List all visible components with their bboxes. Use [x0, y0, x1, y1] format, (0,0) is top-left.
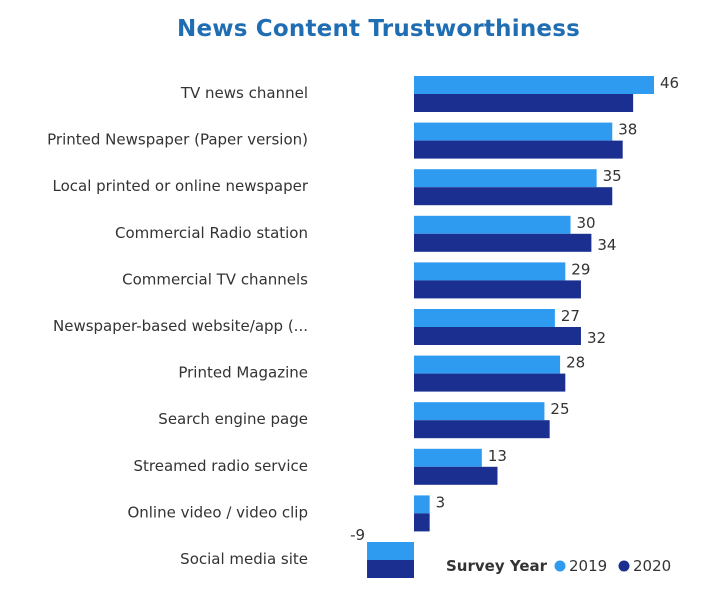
data-label: 28	[566, 354, 585, 372]
legend-title: Survey Year	[446, 557, 548, 575]
bar-2019-5[interactable]	[414, 309, 555, 327]
bar-2020-1[interactable]	[414, 140, 623, 159]
bar-2020-9[interactable]	[414, 513, 430, 532]
bar-2019-9[interactable]	[414, 495, 430, 514]
data-label: 34	[597, 236, 616, 254]
category-label: Printed Newspaper (Paper version)	[47, 131, 308, 149]
bar-2020-5[interactable]	[414, 327, 581, 345]
data-label: 30	[577, 214, 596, 232]
bar-2020-4[interactable]	[414, 280, 581, 299]
category-label: Online video / video clip	[127, 503, 308, 521]
category-label: Search engine page	[158, 410, 308, 428]
legend-marker-2020[interactable]	[618, 560, 630, 572]
data-label: 29	[571, 260, 590, 278]
category-label: Local printed or online newspaper	[53, 177, 309, 195]
data-label: 13	[488, 447, 507, 465]
data-label: 3	[436, 493, 446, 511]
data-label: 27	[561, 307, 580, 325]
bar-2020-10[interactable]	[367, 560, 414, 578]
bar-2020-2[interactable]	[414, 187, 613, 206]
category-label: Social media site	[180, 550, 308, 568]
bar-2019-3[interactable]	[414, 215, 571, 234]
bar-2020-8[interactable]	[414, 466, 498, 485]
bar-2019-2[interactable]	[414, 169, 597, 188]
bar-2019-7[interactable]	[414, 402, 545, 421]
data-label: 35	[603, 167, 622, 185]
legend-label-2019[interactable]: 2019	[569, 557, 607, 575]
bar-2020-3[interactable]	[414, 233, 592, 252]
data-label: 25	[550, 400, 569, 418]
category-label: Printed Magazine	[178, 364, 308, 382]
data-label: 32	[587, 329, 606, 347]
bar-2019-4[interactable]	[414, 262, 566, 281]
legend-label-2020[interactable]: 2020	[633, 557, 671, 575]
legend-marker-2019[interactable]	[554, 560, 566, 572]
category-label: Streamed radio service	[133, 457, 308, 475]
bar-2020-0[interactable]	[414, 94, 634, 112]
bar-2019-10[interactable]	[367, 542, 414, 560]
category-label: Newspaper-based website/app (...	[53, 317, 308, 335]
bar-2019-0[interactable]	[414, 76, 654, 94]
bar-2019-6[interactable]	[414, 355, 561, 374]
data-label: -9	[350, 526, 365, 544]
bar-2020-7[interactable]	[414, 420, 550, 439]
category-label: Commercial TV channels	[122, 270, 308, 288]
data-label: 38	[618, 121, 637, 139]
chart-title: News Content Trustworthiness	[177, 16, 580, 42]
bar-2020-6[interactable]	[414, 373, 566, 392]
bar-2019-8[interactable]	[414, 448, 482, 467]
bar-2019-1[interactable]	[414, 122, 613, 141]
data-label: 46	[660, 74, 679, 92]
category-label: Commercial Radio station	[115, 224, 308, 242]
category-label: TV news channel	[180, 84, 308, 102]
